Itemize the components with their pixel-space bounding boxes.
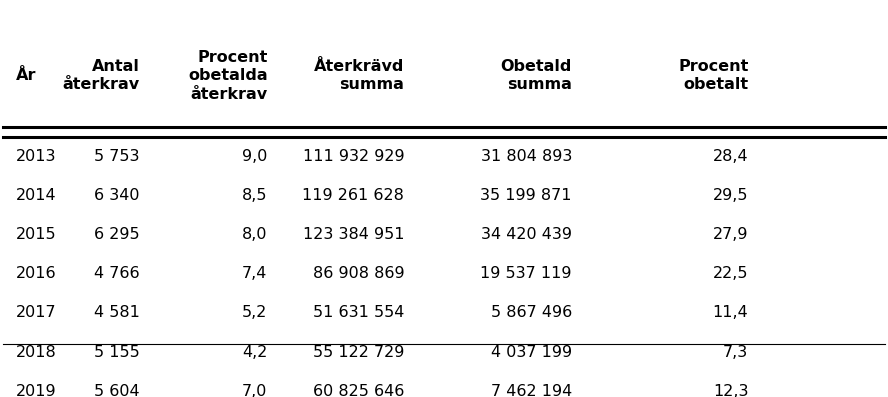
Text: 34 420 439: 34 420 439 bbox=[481, 227, 572, 242]
Text: 4 581: 4 581 bbox=[93, 305, 139, 320]
Text: 31 804 893: 31 804 893 bbox=[480, 149, 572, 164]
Text: 4 766: 4 766 bbox=[94, 266, 139, 281]
Text: 2018: 2018 bbox=[16, 345, 57, 360]
Text: 5 753: 5 753 bbox=[94, 149, 139, 164]
Text: 8,5: 8,5 bbox=[242, 188, 267, 203]
Text: 35 199 871: 35 199 871 bbox=[480, 188, 572, 203]
Text: Obetald
summa: Obetald summa bbox=[501, 59, 572, 93]
Text: 123 384 951: 123 384 951 bbox=[303, 227, 404, 242]
Text: 6 340: 6 340 bbox=[94, 188, 139, 203]
Text: 29,5: 29,5 bbox=[713, 188, 749, 203]
Text: 8,0: 8,0 bbox=[242, 227, 267, 242]
Text: 119 261 628: 119 261 628 bbox=[303, 188, 404, 203]
Text: 19 537 119: 19 537 119 bbox=[480, 266, 572, 281]
Text: 5 604: 5 604 bbox=[94, 384, 139, 397]
Text: 12,3: 12,3 bbox=[713, 384, 749, 397]
Text: Procent
obetalt: Procent obetalt bbox=[678, 59, 749, 93]
Text: 7,3: 7,3 bbox=[723, 345, 749, 360]
Text: 4,2: 4,2 bbox=[242, 345, 267, 360]
Text: Antal
återkrav: Antal återkrav bbox=[62, 59, 139, 93]
Text: 6 295: 6 295 bbox=[94, 227, 139, 242]
Text: 2019: 2019 bbox=[16, 384, 57, 397]
Text: 60 825 646: 60 825 646 bbox=[313, 384, 404, 397]
Text: 22,5: 22,5 bbox=[713, 266, 749, 281]
Text: 7,4: 7,4 bbox=[242, 266, 267, 281]
Text: 4 037 199: 4 037 199 bbox=[491, 345, 572, 360]
Text: År: År bbox=[16, 68, 36, 83]
Text: 5,2: 5,2 bbox=[242, 305, 267, 320]
Text: 28,4: 28,4 bbox=[713, 149, 749, 164]
Text: 55 122 729: 55 122 729 bbox=[313, 345, 404, 360]
Text: 2013: 2013 bbox=[16, 149, 57, 164]
Text: 51 631 554: 51 631 554 bbox=[313, 305, 404, 320]
Text: 5 867 496: 5 867 496 bbox=[491, 305, 572, 320]
Text: 7 462 194: 7 462 194 bbox=[491, 384, 572, 397]
Text: 11,4: 11,4 bbox=[713, 305, 749, 320]
Text: 5 155: 5 155 bbox=[94, 345, 139, 360]
Text: 2014: 2014 bbox=[16, 188, 57, 203]
Text: 111 932 929: 111 932 929 bbox=[303, 149, 404, 164]
Text: 2017: 2017 bbox=[16, 305, 57, 320]
Text: 86 908 869: 86 908 869 bbox=[313, 266, 404, 281]
Text: Återkrävd
summa: Återkrävd summa bbox=[314, 59, 404, 93]
Text: 7,0: 7,0 bbox=[242, 384, 267, 397]
Text: 2015: 2015 bbox=[16, 227, 57, 242]
Text: 2016: 2016 bbox=[16, 266, 57, 281]
Text: 27,9: 27,9 bbox=[713, 227, 749, 242]
Text: Procent
obetalda
återkrav: Procent obetalda återkrav bbox=[188, 50, 267, 102]
Text: 9,0: 9,0 bbox=[242, 149, 267, 164]
